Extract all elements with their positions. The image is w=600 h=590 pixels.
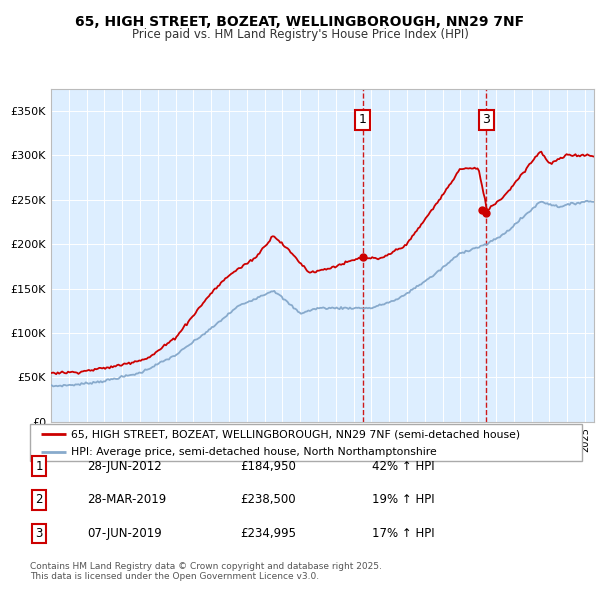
Text: 2: 2 <box>35 493 43 506</box>
Text: 1: 1 <box>359 113 367 126</box>
Text: 19% ↑ HPI: 19% ↑ HPI <box>372 493 434 506</box>
Text: 1: 1 <box>35 460 43 473</box>
Text: £234,995: £234,995 <box>240 527 296 540</box>
Text: 42% ↑ HPI: 42% ↑ HPI <box>372 460 434 473</box>
Text: 65, HIGH STREET, BOZEAT, WELLINGBOROUGH, NN29 7NF (semi-detached house): 65, HIGH STREET, BOZEAT, WELLINGBOROUGH,… <box>71 430 521 439</box>
Text: 07-JUN-2019: 07-JUN-2019 <box>87 527 162 540</box>
Text: 28-MAR-2019: 28-MAR-2019 <box>87 493 166 506</box>
Text: £238,500: £238,500 <box>240 493 296 506</box>
Text: 17% ↑ HPI: 17% ↑ HPI <box>372 527 434 540</box>
Text: 3: 3 <box>482 113 490 126</box>
FancyBboxPatch shape <box>30 424 582 461</box>
Text: This data is licensed under the Open Government Licence v3.0.: This data is licensed under the Open Gov… <box>30 572 319 581</box>
Text: HPI: Average price, semi-detached house, North Northamptonshire: HPI: Average price, semi-detached house,… <box>71 447 437 457</box>
Text: £184,950: £184,950 <box>240 460 296 473</box>
Text: 65, HIGH STREET, BOZEAT, WELLINGBOROUGH, NN29 7NF: 65, HIGH STREET, BOZEAT, WELLINGBOROUGH,… <box>76 15 524 30</box>
Text: 3: 3 <box>35 527 43 540</box>
Text: 28-JUN-2012: 28-JUN-2012 <box>87 460 162 473</box>
Text: Contains HM Land Registry data © Crown copyright and database right 2025.: Contains HM Land Registry data © Crown c… <box>30 562 382 571</box>
Text: Price paid vs. HM Land Registry's House Price Index (HPI): Price paid vs. HM Land Registry's House … <box>131 28 469 41</box>
